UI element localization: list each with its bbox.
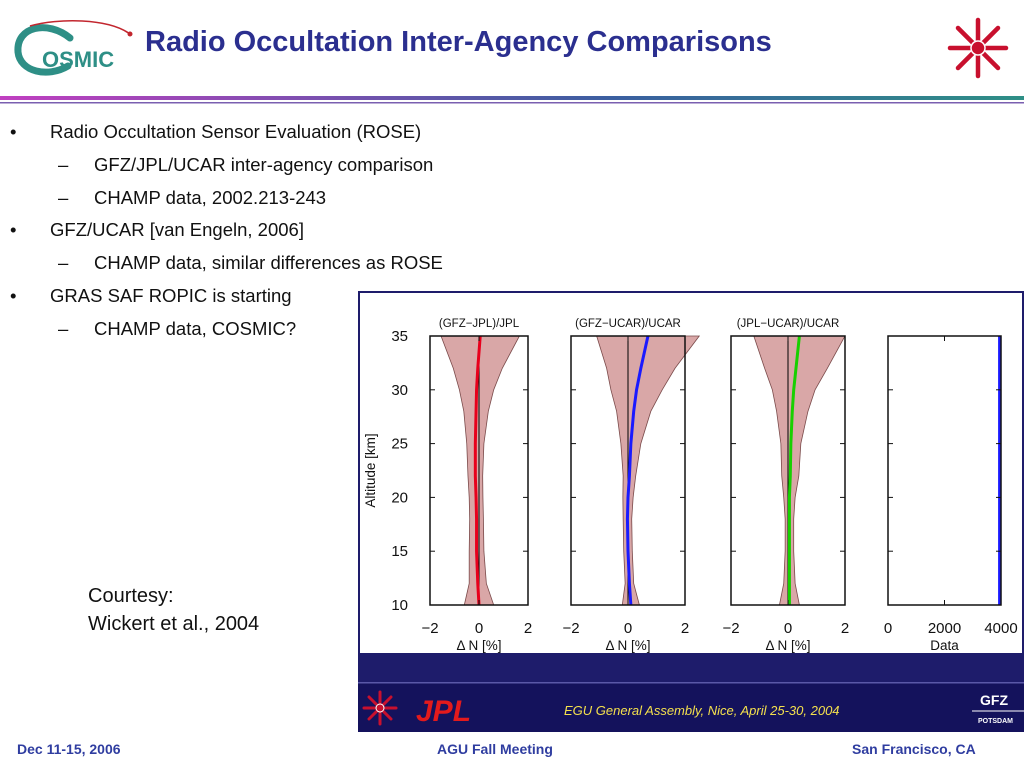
x-tick-label: 2: [681, 620, 689, 637]
gfz-subtitle: POTSDAM: [978, 718, 1013, 725]
sub-bullet-marker: –: [58, 187, 69, 208]
panel-title: (GFZ−UCAR)/UCAR: [575, 318, 681, 330]
y-tick-label: 25: [391, 436, 408, 453]
mean-line: [787, 335, 801, 605]
x-tick-label: 0: [475, 620, 483, 637]
figure-canvas: JPL EGU General Assembly, Nice, April 25…: [358, 291, 1024, 732]
plot-panels: (GFZ−JPL)/JPL −2 0 2 Δ N [%] (GFZ−UCAR)/UCAR −…: [363, 318, 1018, 653]
logo-wordmark: OSMIC: [42, 47, 114, 72]
x-tick-label: −2: [421, 620, 438, 637]
comparison-figure: JPL EGU General Assembly, Nice, April 25…: [358, 291, 1024, 732]
footer-location: San Francisco, CA: [852, 741, 976, 757]
y-tick-label: 20: [391, 489, 408, 506]
x-tick-label: −2: [722, 620, 739, 637]
jpl-logo: JPL: [416, 695, 471, 728]
courtesy-citation: Wickert et al., 2004: [88, 613, 260, 635]
x-tick-label: 2000: [928, 620, 961, 637]
y-tick-label: 15: [391, 543, 408, 560]
figure-star-icon: [362, 690, 398, 726]
bullet-text: GFZ/UCAR [van Engeln, 2006]: [50, 219, 304, 240]
y-tick-label: 30: [391, 382, 408, 399]
mean-line: [625, 335, 650, 606]
slide-title: Radio Occultation Inter-Agency Compariso…: [145, 26, 772, 58]
x-axis-label: Δ N [%]: [765, 638, 810, 653]
x-tick-label: 2: [841, 620, 849, 637]
sub-bullet-marker: –: [58, 318, 69, 339]
gfz-logo: GFZ: [980, 692, 1008, 708]
star-logo-icon: [946, 17, 1010, 79]
error-envelope: [596, 335, 701, 606]
sub-bullet-text: GFZ/JPL/UCAR inter-agency comparison: [94, 154, 434, 175]
panel-title: (JPL−UCAR)/UCAR: [737, 318, 840, 330]
panel-title: (GFZ−JPL)/JPL: [439, 318, 520, 330]
bullet-text: GRAS SAF ROPIC is starting: [50, 285, 292, 306]
figure-banner: [358, 682, 1024, 732]
courtesy-note: Courtesy: Wickert et al., 2004: [88, 582, 259, 638]
sub-bullet-text: CHAMP data, 2002.213-243: [94, 187, 327, 208]
x-tick-label: 2: [524, 620, 532, 637]
sub-bullet-text: CHAMP data, similar differences as ROSE: [94, 252, 443, 273]
bullet-marker: •: [10, 285, 17, 306]
bullet-marker: •: [10, 121, 17, 142]
x-tick-label: 0: [884, 620, 892, 637]
footer-date: Dec 11-15, 2006: [17, 741, 121, 757]
y-axis-label: Altitude [km]: [363, 433, 378, 507]
sub-bullet-text: CHAMP data, COSMIC?: [94, 318, 297, 339]
bullet-marker: •: [10, 219, 17, 240]
x-tick-label: 0: [784, 620, 792, 637]
courtesy-label: Courtesy:: [88, 585, 174, 607]
x-tick-label: 4000: [984, 620, 1017, 637]
bullet-text: Radio Occultation Sensor Evaluation (ROS…: [50, 121, 422, 142]
y-tick-label: 10: [391, 597, 408, 614]
sub-bullet-marker: –: [58, 252, 69, 273]
conference-banner-text: EGU General Assembly, Nice, April 25-30,…: [564, 703, 840, 718]
footer-event: AGU Fall Meeting: [437, 741, 553, 757]
header-rule: [0, 92, 1024, 104]
cosmic-logo-graphic: OSMIC: [14, 20, 133, 76]
y-tick-label: 35: [391, 328, 408, 345]
mean-line: [473, 335, 482, 606]
x-axis-label: Data: [930, 638, 959, 653]
sub-bullet-marker: –: [58, 154, 69, 175]
x-tick-label: −2: [562, 620, 579, 637]
x-axis-label: Δ N [%]: [605, 638, 650, 653]
x-tick-label: 0: [624, 620, 632, 637]
cosmic-logo: OSMIC: [8, 16, 136, 82]
x-axis-label: Δ N [%]: [456, 638, 501, 653]
